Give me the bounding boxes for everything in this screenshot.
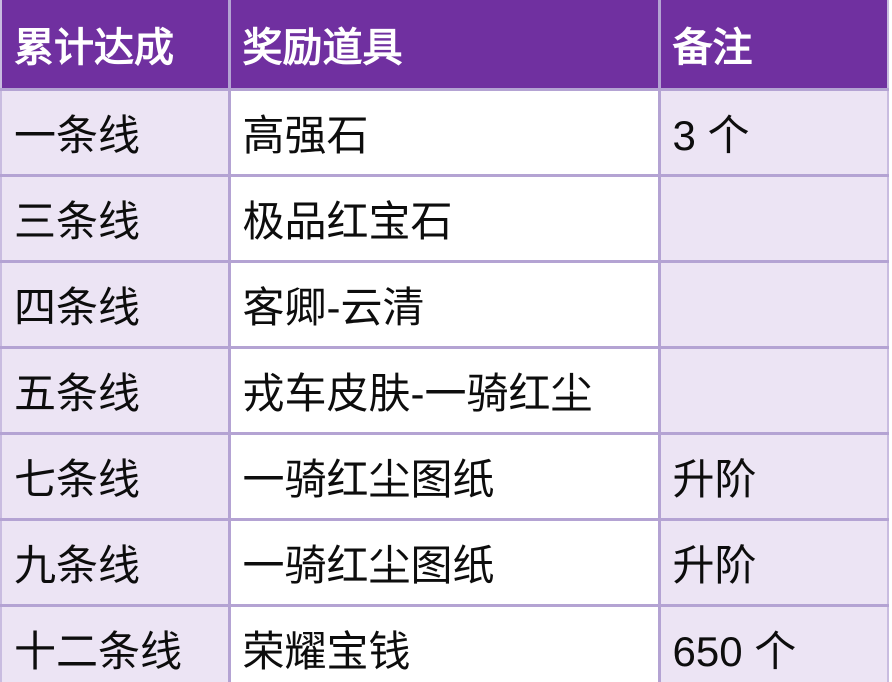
cell-milestone: 十二条线 xyxy=(0,603,231,682)
cell-note xyxy=(657,259,889,349)
cell-reward: 客卿-云清 xyxy=(227,259,661,349)
cell-note: 升阶 xyxy=(657,517,889,607)
cell-milestone: 三条线 xyxy=(0,173,231,263)
header-cell-note: 备注 xyxy=(657,0,889,91)
cell-reward: 高强石 xyxy=(227,87,661,177)
cell-reward: 一骑红尘图纸 xyxy=(227,517,661,607)
cell-reward: 戎车皮肤-一骑红尘 xyxy=(227,345,661,435)
cell-note xyxy=(657,173,889,263)
table-header-row: 累计达成 奖励道具 备注 xyxy=(0,0,889,91)
table-row: 五条线 戎车皮肤-一骑红尘 xyxy=(0,345,889,435)
cell-milestone: 一条线 xyxy=(0,87,231,177)
cell-milestone: 七条线 xyxy=(0,431,231,521)
cell-note: 3 个 xyxy=(657,87,889,177)
header-cell-milestone: 累计达成 xyxy=(0,0,231,91)
cell-note: 650 个 xyxy=(657,603,889,682)
cell-note: 升阶 xyxy=(657,431,889,521)
cell-note xyxy=(657,345,889,435)
table-row: 四条线 客卿-云清 xyxy=(0,259,889,349)
cell-milestone: 五条线 xyxy=(0,345,231,435)
cell-milestone: 九条线 xyxy=(0,517,231,607)
table-row: 一条线 高强石 3 个 xyxy=(0,87,889,177)
table-row: 九条线 一骑红尘图纸 升阶 xyxy=(0,517,889,607)
cell-reward: 极品红宝石 xyxy=(227,173,661,263)
table-row: 十二条线 荣耀宝钱 650 个 xyxy=(0,603,889,682)
cell-reward: 荣耀宝钱 xyxy=(227,603,661,682)
cell-reward: 一骑红尘图纸 xyxy=(227,431,661,521)
table-row: 三条线 极品红宝石 xyxy=(0,173,889,263)
table-row: 七条线 一骑红尘图纸 升阶 xyxy=(0,431,889,521)
cell-milestone: 四条线 xyxy=(0,259,231,349)
header-cell-reward: 奖励道具 xyxy=(227,0,661,91)
